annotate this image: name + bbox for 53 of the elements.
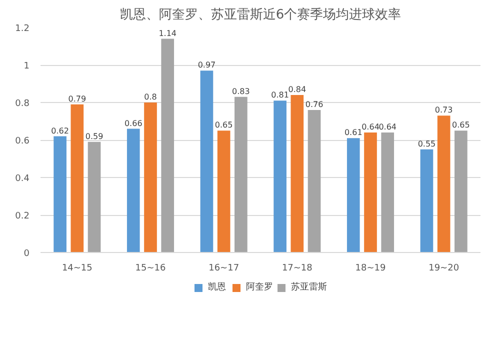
bar bbox=[381, 132, 394, 252]
bar bbox=[308, 110, 321, 252]
bar bbox=[437, 116, 450, 252]
x-tick-label: 14~15 bbox=[62, 264, 92, 274]
bar bbox=[290, 95, 304, 252]
bar bbox=[420, 149, 434, 252]
data-label: 0.65 bbox=[214, 120, 233, 130]
legend-label: 凯恩 bbox=[208, 281, 227, 294]
data-label: 0.65 bbox=[452, 120, 470, 130]
legend-label: 苏亚雷斯 bbox=[291, 281, 327, 294]
y-tick-label: 0.4 bbox=[15, 174, 30, 184]
legend-label: 阿奎罗 bbox=[246, 281, 273, 294]
y-tick-label: 0.6 bbox=[15, 136, 30, 146]
y-tick-label: 1 bbox=[24, 62, 30, 72]
bar bbox=[54, 136, 66, 252]
y-tick-label: 1.2 bbox=[15, 24, 30, 34]
bar bbox=[217, 130, 230, 252]
data-label: 0.81 bbox=[271, 90, 289, 100]
bar bbox=[161, 38, 174, 252]
data-label: 0.61 bbox=[344, 128, 362, 138]
bar bbox=[274, 100, 286, 252]
data-label: 0.97 bbox=[198, 60, 216, 70]
bar bbox=[88, 142, 101, 252]
data-label: 0.55 bbox=[418, 139, 436, 148]
data-label: 0.8 bbox=[144, 92, 157, 102]
y-tick-label: 0.2 bbox=[15, 212, 30, 222]
bar bbox=[346, 138, 360, 252]
data-label: 0.66 bbox=[124, 118, 142, 128]
y-tick-label: 0 bbox=[24, 249, 30, 259]
x-tick-label: 16~17 bbox=[208, 264, 240, 274]
y-tick-label: 0.8 bbox=[15, 99, 30, 109]
x-tick-label: 19~20 bbox=[428, 264, 460, 274]
x-tick-label: 18~19 bbox=[355, 264, 386, 274]
data-label: 0.79 bbox=[68, 94, 86, 104]
chart-title: 凯恩、阿奎罗、苏亚雷斯近6个赛季场均进球效率 bbox=[120, 6, 402, 22]
bar bbox=[70, 104, 84, 252]
bar bbox=[234, 96, 248, 252]
x-tick-label: 15~16 bbox=[135, 264, 166, 274]
bar bbox=[144, 102, 157, 252]
data-label: 0.64 bbox=[378, 122, 397, 132]
data-label: 0.73 bbox=[434, 106, 453, 115]
bar bbox=[126, 128, 140, 252]
data-label: 0.83 bbox=[232, 86, 250, 96]
data-label: 0.59 bbox=[85, 132, 104, 141]
data-label: 0.64 bbox=[362, 122, 380, 132]
data-label: 0.84 bbox=[288, 85, 306, 94]
x-tick-label: 17~18 bbox=[282, 264, 313, 274]
data-label: 0.62 bbox=[51, 126, 69, 136]
data-label: 0.76 bbox=[305, 100, 324, 109]
data-label: 1.14 bbox=[158, 28, 177, 38]
bar bbox=[200, 70, 214, 252]
bar bbox=[364, 132, 377, 252]
bar bbox=[454, 130, 468, 252]
